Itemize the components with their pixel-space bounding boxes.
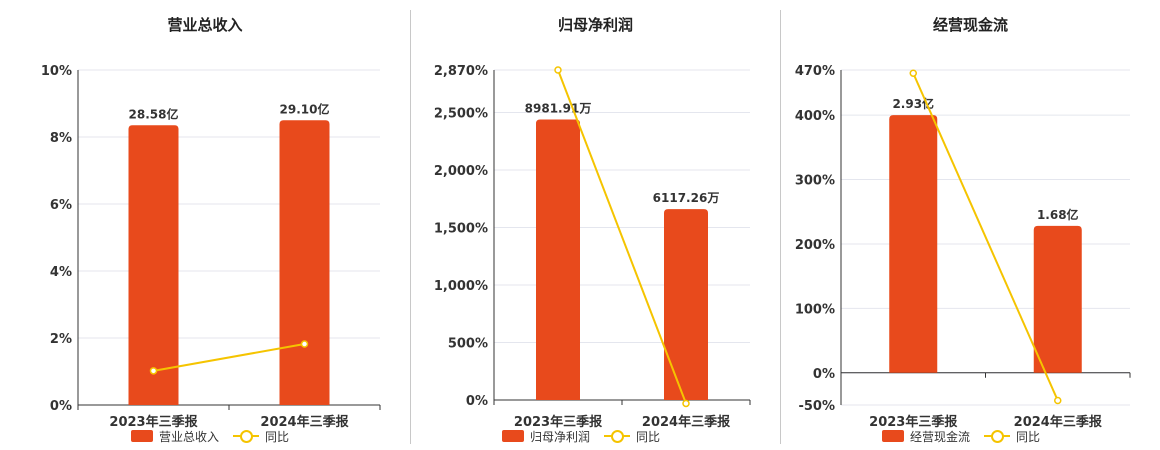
yoy-point xyxy=(300,340,309,348)
legend-line-label: 同比 xyxy=(636,429,661,444)
bar-data-label: 6117.26万 xyxy=(653,191,720,205)
bar-data-label: 1.68亿 xyxy=(1037,207,1079,222)
legend-line-swatch xyxy=(604,430,631,443)
y-tick-label: 300% xyxy=(795,174,835,189)
legend-bar-label: 经营现金流 xyxy=(910,429,971,444)
bar xyxy=(1033,225,1082,373)
bar-data-label: 8981.91万 xyxy=(525,101,592,115)
y-tick-label: 470% xyxy=(795,64,835,79)
legend-line-label: 同比 xyxy=(265,429,290,444)
y-tick-label: 1,000% xyxy=(434,279,488,294)
bar xyxy=(536,119,580,400)
legend-line-swatch xyxy=(984,430,1011,443)
bar-data-label: 2.93亿 xyxy=(892,96,934,111)
legend-bar-swatch xyxy=(882,430,904,442)
yoy-point xyxy=(682,399,690,408)
yoy-line xyxy=(557,69,687,404)
y-tick-label: 0% xyxy=(50,399,72,414)
y-tick-label: 10% xyxy=(41,64,72,79)
x-tick-label: 2023年三季报 xyxy=(109,414,198,430)
yoy-point xyxy=(149,367,158,375)
chart-panel-cash-flow: 经营现金流 -50% 0% 100% 200% 300% 400% 470% 2.93亿 1.6… xyxy=(781,0,1160,450)
y-tick-label: 2,500% xyxy=(434,107,488,122)
legend-line-label: 同比 xyxy=(1016,429,1041,444)
yoy-point xyxy=(1054,396,1062,405)
yoy-point xyxy=(554,66,562,74)
legend-bar-swatch xyxy=(131,430,153,442)
x-tick-label: 2024年三季报 xyxy=(260,414,349,430)
legend-bar-label: 营业总收入 xyxy=(159,429,220,444)
legend-bar-swatch xyxy=(502,430,524,442)
y-tick-label: 200% xyxy=(795,238,835,253)
y-tick-label: 2,000% xyxy=(434,164,488,179)
y-tick-label: 0% xyxy=(466,394,488,409)
y-tick-label: 4% xyxy=(50,265,72,280)
x-tick-label: 2024年三季报 xyxy=(642,414,731,430)
chart-legend: 经营现金流 同比 xyxy=(882,427,1040,445)
y-tick-label: 500% xyxy=(448,337,488,352)
bar-data-label: 29.10亿 xyxy=(280,101,330,116)
y-tick-label: 0% xyxy=(813,367,835,382)
chart-legend: 营业总收入 同比 xyxy=(131,427,289,445)
revenue-chart-svg: 0% 2% 4% 6% 8% 10% 28.58亿 29.10亿 2023年三季报 2024年三季… xyxy=(41,64,381,430)
chart-title: 营业总收入 xyxy=(167,16,243,34)
legend-line-swatch xyxy=(233,430,260,443)
chart-title: 归母净利润 xyxy=(557,16,633,34)
yoy-line xyxy=(153,343,305,372)
bar xyxy=(889,115,938,373)
net-profit-chart-svg: 0% 500% 1,000% 1,500% 2,000% 2,500% 2,870% 8981… xyxy=(434,64,751,430)
y-tick-label: 2% xyxy=(50,332,72,347)
y-tick-label: 2,870% xyxy=(434,64,488,79)
y-tick-label: 400% xyxy=(795,109,835,124)
y-tick-label: 1,500% xyxy=(434,222,488,237)
yoy-line xyxy=(912,72,1059,401)
bar-data-label: 28.58亿 xyxy=(129,106,179,121)
y-tick-label: -50% xyxy=(798,399,835,414)
chart-panel-net-profit: 归母净利润 0% 500% 1,000% 1,500% 2,000% 2,500% 2,87… xyxy=(411,0,780,450)
yoy-point xyxy=(909,69,917,77)
x-tick-label: 2023年三季报 xyxy=(869,414,958,430)
panel-divider xyxy=(780,10,781,444)
panel-divider xyxy=(410,10,411,444)
legend-bar-label: 归母净利润 xyxy=(530,429,591,444)
y-tick-label: 8% xyxy=(50,131,72,146)
x-tick-label: 2023年三季报 xyxy=(514,414,603,430)
cash-flow-chart-svg: -50% 0% 100% 200% 300% 400% 470% 2.93亿 1.68亿 2023… xyxy=(795,64,1131,430)
y-tick-label: 6% xyxy=(50,198,72,213)
chart-title: 经营现金流 xyxy=(932,16,1008,34)
bar xyxy=(279,120,330,405)
bar xyxy=(128,125,179,406)
bar xyxy=(664,209,708,400)
chart-legend: 归母净利润 同比 xyxy=(502,427,660,445)
y-tick-label: 100% xyxy=(795,302,835,317)
chart-panel-revenue: 营业总收入 0% 2% 4% 6% 8% 10% 28.58亿 29.10亿 2023年三季报 2… xyxy=(0,0,410,450)
x-tick-label: 2024年三季报 xyxy=(1014,414,1103,430)
